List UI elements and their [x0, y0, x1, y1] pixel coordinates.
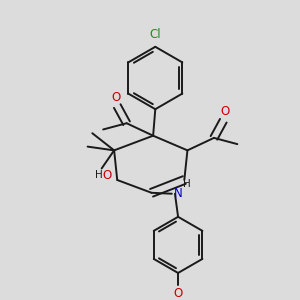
Text: H: H	[183, 179, 191, 189]
Text: O: O	[220, 106, 230, 118]
Text: O: O	[173, 287, 183, 300]
Text: O: O	[102, 169, 112, 182]
Text: N: N	[173, 187, 182, 200]
Text: Cl: Cl	[149, 28, 161, 41]
Text: H: H	[95, 170, 102, 180]
Text: O: O	[111, 91, 120, 104]
